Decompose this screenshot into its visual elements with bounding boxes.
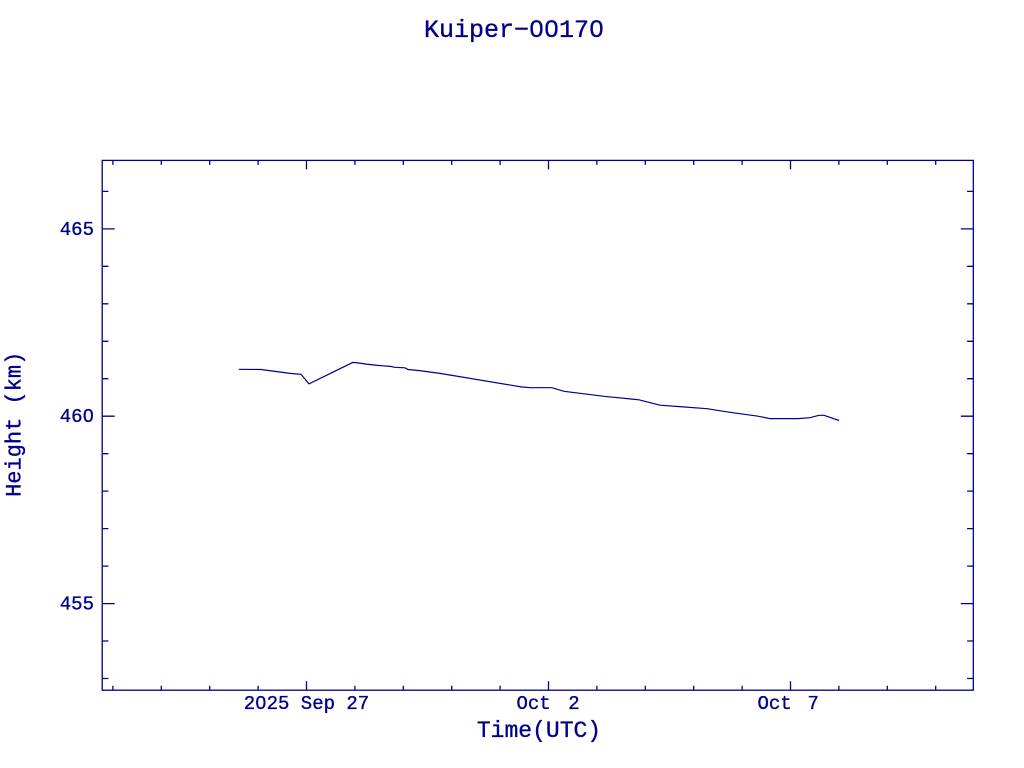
svg-text:465: 465 [60,219,94,241]
svg-text:Kuiper−00170: Kuiper−00170 [424,16,604,45]
svg-text:2025 Sep 27: 2025 Sep 27 [244,693,369,715]
svg-text:455: 455 [60,594,94,616]
svg-text:Height (km): Height (km) [3,352,28,497]
svg-text:Oct: Oct [517,693,551,715]
svg-text:7: 7 [808,693,819,715]
svg-text:460: 460 [60,406,94,428]
svg-text:Oct: Oct [758,693,792,715]
svg-text:Time(UTC): Time(UTC) [477,718,601,744]
svg-text:2: 2 [568,693,579,715]
